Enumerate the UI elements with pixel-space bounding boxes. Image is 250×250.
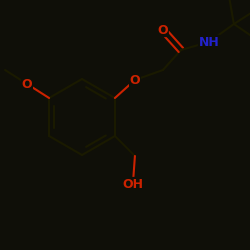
Text: O: O: [130, 74, 140, 86]
Text: O: O: [158, 24, 168, 36]
Text: O: O: [22, 78, 32, 90]
Text: NH: NH: [198, 36, 219, 49]
Text: OH: OH: [122, 178, 144, 190]
